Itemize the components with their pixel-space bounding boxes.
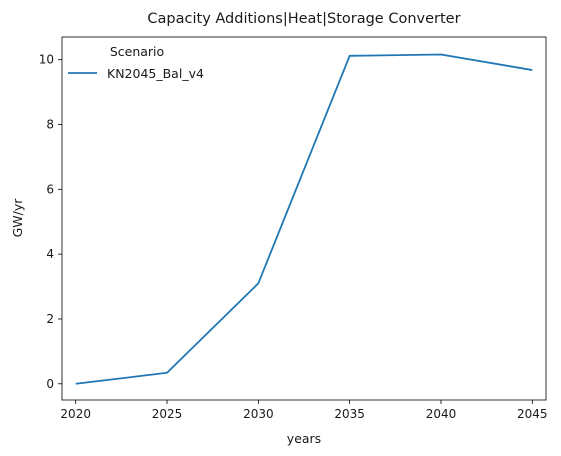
- y-tick-label: 8: [46, 118, 54, 132]
- legend-entry-kn2045-bal-v4: KN2045_Bal_v4: [107, 66, 204, 81]
- y-tick-label: 10: [39, 53, 54, 67]
- series-layer: [76, 55, 533, 384]
- legend: Scenario KN2045_Bal_v4: [68, 44, 204, 81]
- x-tick-label: 2045: [517, 407, 548, 421]
- y-tick-label: 4: [46, 247, 54, 261]
- chart-title: Capacity Additions|Heat|Storage Converte…: [147, 11, 460, 27]
- x-axis-label: years: [287, 431, 321, 446]
- y-tick-label: 0: [46, 377, 54, 391]
- x-tick-label: 2040: [426, 407, 457, 421]
- x-axis: 2020 2025 2030 2035 2040 2045: [60, 400, 547, 421]
- x-tick-label: 2035: [334, 407, 365, 421]
- series-line-kn2045-bal-v4: [76, 55, 533, 384]
- y-tick-label: 2: [46, 312, 54, 326]
- legend-title: Scenario: [110, 44, 164, 59]
- y-tick-label: 6: [46, 182, 54, 196]
- x-tick-label: 2025: [152, 407, 183, 421]
- x-tick-label: 2020: [60, 407, 91, 421]
- y-axis: 0 2 4 6 8 10: [39, 53, 62, 391]
- x-tick-label: 2030: [243, 407, 274, 421]
- y-axis-label: GW/yr: [10, 198, 25, 238]
- plot-area-frame: [62, 37, 546, 400]
